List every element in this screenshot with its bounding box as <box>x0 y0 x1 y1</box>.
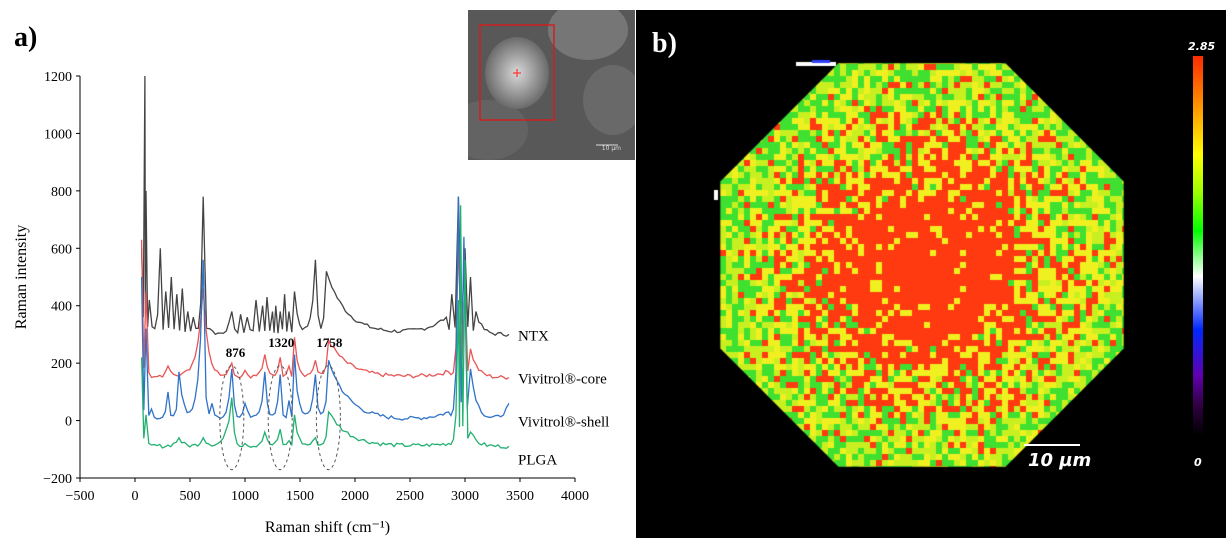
panel-label-b: b) <box>652 28 677 59</box>
peak-annotation: 1758 <box>316 335 343 350</box>
scale-bar-label: 10 µm <box>1028 450 1092 471</box>
series-label: PLGA <box>518 452 557 468</box>
colorbar-min-label: 0 <box>1194 456 1202 469</box>
peak-highlight <box>219 365 245 471</box>
x-tick-label: −500 <box>66 489 95 504</box>
x-tick-label: 0 <box>132 489 139 504</box>
y-tick-label: 1200 <box>44 70 72 85</box>
x-tick-label: 500 <box>180 489 201 504</box>
raman-spectra-chart: −200 0 200 400 600 800 1000 1200 −500 0 500 1000 150… <box>13 70 609 536</box>
y-tick-label: 400 <box>51 300 72 315</box>
optical-image-inset: 10 µm <box>468 10 635 160</box>
peak-highlight <box>315 365 341 471</box>
peak-annotation: 1320 <box>268 335 294 350</box>
series-label: Vivitrol®-core <box>518 372 607 388</box>
y-tick-label: 200 <box>51 357 72 372</box>
colorbar <box>1193 56 1203 436</box>
y-tick-label: 600 <box>51 242 72 257</box>
x-tick-label: 4000 <box>561 489 589 504</box>
x-tick-label: 2000 <box>341 489 369 504</box>
x-tick-label: 2500 <box>396 489 424 504</box>
series-label: NTX <box>518 328 549 344</box>
y-tick-label: −200 <box>43 472 72 487</box>
panel-label-a: a) <box>14 22 38 53</box>
x-tick-label: 3500 <box>506 489 534 504</box>
y-tick-label: 0 <box>65 415 72 430</box>
series-line-3 <box>140 196 510 421</box>
x-tick-label: 1000 <box>231 489 259 504</box>
series-line-4 <box>140 205 510 449</box>
x-tick-label: 3000 <box>451 489 479 504</box>
y-tick-label: 1000 <box>44 127 72 142</box>
y-tick-label: 800 <box>51 185 72 200</box>
peak-annotation: 876 <box>226 345 246 360</box>
y-axis-label: Raman intensity <box>13 225 30 329</box>
raman-map-panel: b) 10 µm 2.85 0 <box>636 10 1226 538</box>
scale-bar <box>1024 444 1080 446</box>
series-label: Vivitrol®-shell <box>518 415 609 431</box>
peak-highlight <box>267 365 293 471</box>
x-tick-label: 1500 <box>286 489 314 504</box>
x-axis-label: Raman shift (cm⁻¹) <box>265 519 390 536</box>
raman-intensity-map <box>636 10 1226 538</box>
inset-scale-label: 10 µm <box>601 145 621 152</box>
series-line-1 <box>140 75 510 337</box>
colorbar-max-label: 2.85 <box>1188 40 1216 53</box>
